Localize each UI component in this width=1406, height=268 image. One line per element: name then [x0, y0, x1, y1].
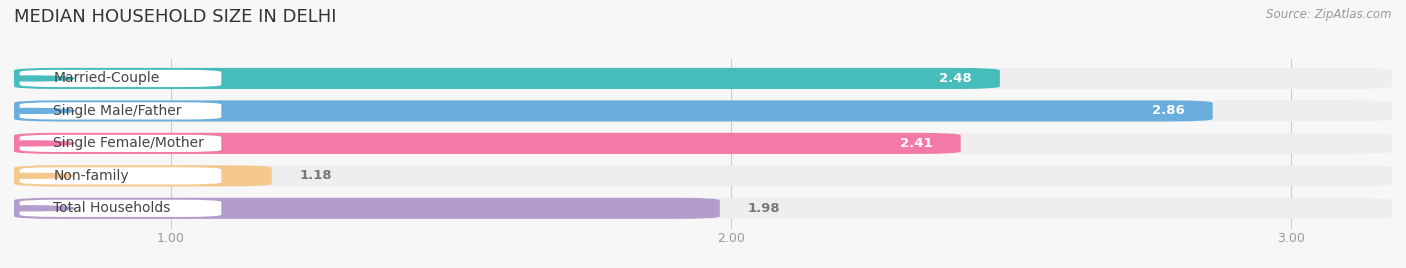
Text: Single Male/Father: Single Male/Father: [53, 104, 181, 118]
FancyBboxPatch shape: [20, 102, 221, 120]
FancyBboxPatch shape: [14, 100, 1392, 121]
Circle shape: [0, 206, 75, 211]
Circle shape: [0, 109, 75, 113]
FancyBboxPatch shape: [14, 68, 1392, 89]
FancyBboxPatch shape: [14, 133, 1392, 154]
FancyBboxPatch shape: [20, 70, 221, 87]
FancyBboxPatch shape: [14, 198, 1392, 219]
FancyBboxPatch shape: [20, 135, 221, 152]
FancyBboxPatch shape: [14, 133, 960, 154]
FancyBboxPatch shape: [14, 198, 720, 219]
Text: Non-family: Non-family: [53, 169, 129, 183]
FancyBboxPatch shape: [20, 167, 221, 184]
FancyBboxPatch shape: [14, 165, 271, 187]
Circle shape: [0, 173, 75, 178]
Text: Source: ZipAtlas.com: Source: ZipAtlas.com: [1267, 8, 1392, 21]
Text: 2.41: 2.41: [900, 137, 932, 150]
FancyBboxPatch shape: [14, 165, 1392, 187]
Circle shape: [0, 76, 75, 81]
Text: 2.48: 2.48: [939, 72, 972, 85]
Text: MEDIAN HOUSEHOLD SIZE IN DELHI: MEDIAN HOUSEHOLD SIZE IN DELHI: [14, 8, 336, 26]
Text: 1.18: 1.18: [299, 169, 332, 182]
FancyBboxPatch shape: [14, 100, 1213, 121]
Text: Single Female/Mother: Single Female/Mother: [53, 136, 204, 150]
FancyBboxPatch shape: [14, 68, 1000, 89]
Text: Total Households: Total Households: [53, 201, 170, 215]
Text: 2.86: 2.86: [1152, 105, 1185, 117]
FancyBboxPatch shape: [20, 200, 221, 217]
Circle shape: [0, 141, 75, 146]
Text: 1.98: 1.98: [748, 202, 780, 215]
Text: Married-Couple: Married-Couple: [53, 72, 159, 85]
